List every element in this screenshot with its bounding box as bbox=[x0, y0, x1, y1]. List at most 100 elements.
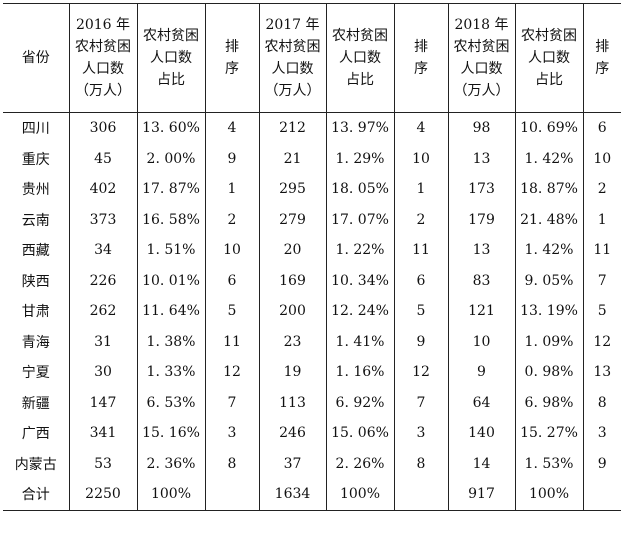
table-row: 四川 306 13. 60% 4 212 13. 97% 4 98 10. 69% 6 bbox=[3, 112, 621, 144]
share-2018-cell: 13. 19% bbox=[514, 296, 584, 327]
share-2017-cell: 1. 41% bbox=[325, 326, 395, 357]
share-2018-cell: 6. 98% bbox=[514, 387, 584, 418]
rank-2017-cell bbox=[393, 479, 449, 511]
share-2017-cell: 12. 24% bbox=[325, 296, 395, 327]
header-2016-share: 农村贫困 人口数 占比 bbox=[136, 3, 206, 113]
rank-2018-cell bbox=[582, 479, 621, 511]
province-cell: 广西 bbox=[3, 418, 70, 449]
rank-2018-cell: 1 bbox=[582, 204, 621, 235]
rank-2018-cell: 6 bbox=[582, 112, 621, 144]
table-row: 云南 373 16. 58% 2 279 17. 07% 2 179 21. 48% 1 bbox=[3, 204, 621, 235]
share-2018-cell: 9. 05% bbox=[514, 265, 584, 296]
share-2017-cell: 1. 16% bbox=[325, 357, 395, 388]
share-2016-cell: 1. 33% bbox=[136, 357, 206, 388]
poverty-population-table: 省份 2016 年 农村贫困 人口数 （万人） 农村贫困 人口数 占比 排 序 … bbox=[3, 3, 621, 511]
header-2017-share: 农村贫困 人口数 占比 bbox=[325, 3, 395, 113]
count-2018-cell: 98 bbox=[447, 112, 516, 144]
province-cell: 重庆 bbox=[3, 143, 70, 174]
share-2018-cell: 1. 09% bbox=[514, 326, 584, 357]
count-2017-cell: 23 bbox=[258, 326, 327, 357]
share-2018-cell: 1. 42% bbox=[514, 235, 584, 266]
count-2018-cell: 14 bbox=[447, 448, 516, 479]
count-2017-cell: 212 bbox=[258, 112, 327, 144]
rank-2017-cell: 1 bbox=[393, 174, 449, 205]
table-row: 重庆 45 2. 00% 9 21 1. 29% 10 13 1. 42% 10 bbox=[3, 143, 621, 174]
share-2017-cell: 2. 26% bbox=[325, 448, 395, 479]
count-2018-cell: 179 bbox=[447, 204, 516, 235]
rank-2018-cell: 12 bbox=[582, 326, 621, 357]
header-2017-count: 2017 年 农村贫困 人口数 （万人） bbox=[258, 3, 327, 113]
rank-2017-cell: 8 bbox=[393, 448, 449, 479]
province-cell: 云南 bbox=[3, 204, 70, 235]
share-2016-cell: 13. 60% bbox=[136, 112, 206, 144]
count-2018-cell: 13 bbox=[447, 143, 516, 174]
share-2018-cell: 1. 53% bbox=[514, 448, 584, 479]
rank-2018-cell: 13 bbox=[582, 357, 621, 388]
province-cell: 贵州 bbox=[3, 174, 70, 205]
count-2016-cell: 147 bbox=[68, 387, 138, 418]
table-row: 陕西 226 10. 01% 6 169 10. 34% 6 83 9. 05% 7 bbox=[3, 265, 621, 296]
share-2018-cell: 21. 48% bbox=[514, 204, 584, 235]
header-2018-count: 2018 年 农村贫困 人口数 （万人） bbox=[447, 3, 516, 113]
share-2016-cell: 2. 36% bbox=[136, 448, 206, 479]
table-body: 四川 306 13. 60% 4 212 13. 97% 4 98 10. 69% 6 重庆 45 2.… bbox=[3, 112, 621, 511]
share-2016-cell: 16. 58% bbox=[136, 204, 206, 235]
count-2017-cell: 37 bbox=[258, 448, 327, 479]
count-2016-cell: 53 bbox=[68, 448, 138, 479]
count-2018-cell: 10 bbox=[447, 326, 516, 357]
rank-2016-cell: 11 bbox=[204, 326, 260, 357]
count-2017-cell: 21 bbox=[258, 143, 327, 174]
rank-2017-cell: 11 bbox=[393, 235, 449, 266]
rank-2016-cell: 1 bbox=[204, 174, 260, 205]
rank-2016-cell bbox=[204, 479, 260, 511]
rank-2017-cell: 12 bbox=[393, 357, 449, 388]
header-2017-rank: 排 序 bbox=[393, 3, 449, 113]
rank-2016-cell: 7 bbox=[204, 387, 260, 418]
share-2016-cell: 2. 00% bbox=[136, 143, 206, 174]
header-2018-rank: 排 序 bbox=[582, 3, 621, 113]
rank-2016-cell: 3 bbox=[204, 418, 260, 449]
count-2017-cell: 1634 bbox=[258, 479, 327, 511]
table-row: 西藏 34 1. 51% 10 20 1. 22% 11 13 1. 42% 11 bbox=[3, 235, 621, 266]
count-2018-cell: 9 bbox=[447, 357, 516, 388]
count-2016-cell: 2250 bbox=[68, 479, 138, 511]
count-2017-cell: 19 bbox=[258, 357, 327, 388]
share-2016-cell: 1. 38% bbox=[136, 326, 206, 357]
rank-2018-cell: 3 bbox=[582, 418, 621, 449]
province-cell: 内蒙古 bbox=[3, 448, 70, 479]
count-2018-cell: 140 bbox=[447, 418, 516, 449]
province-cell: 甘肃 bbox=[3, 296, 70, 327]
rank-2017-cell: 7 bbox=[393, 387, 449, 418]
rank-2018-cell: 8 bbox=[582, 387, 621, 418]
rank-2016-cell: 10 bbox=[204, 235, 260, 266]
rank-2016-cell: 8 bbox=[204, 448, 260, 479]
rank-2016-cell: 6 bbox=[204, 265, 260, 296]
rank-2018-cell: 11 bbox=[582, 235, 621, 266]
share-2017-cell: 15. 06% bbox=[325, 418, 395, 449]
rank-2018-cell: 5 bbox=[582, 296, 621, 327]
count-2016-cell: 341 bbox=[68, 418, 138, 449]
share-2017-cell: 6. 92% bbox=[325, 387, 395, 418]
share-2016-cell: 100% bbox=[136, 479, 206, 511]
table-row: 甘肃 262 11. 64% 5 200 12. 24% 5 121 13. 19% 5 bbox=[3, 296, 621, 327]
share-2016-cell: 6. 53% bbox=[136, 387, 206, 418]
count-2018-cell: 173 bbox=[447, 174, 516, 205]
rank-2017-cell: 10 bbox=[393, 143, 449, 174]
header-province: 省份 bbox=[3, 3, 70, 113]
rank-2018-cell: 7 bbox=[582, 265, 621, 296]
count-2017-cell: 279 bbox=[258, 204, 327, 235]
count-2018-cell: 121 bbox=[447, 296, 516, 327]
share-2018-cell: 100% bbox=[514, 479, 584, 511]
count-2016-cell: 31 bbox=[68, 326, 138, 357]
province-cell: 四川 bbox=[3, 112, 70, 144]
count-2018-cell: 917 bbox=[447, 479, 516, 511]
province-cell: 新疆 bbox=[3, 387, 70, 418]
province-cell: 陕西 bbox=[3, 265, 70, 296]
table-row: 新疆 147 6. 53% 7 113 6. 92% 7 64 6. 98% 8 bbox=[3, 387, 621, 418]
count-2017-cell: 246 bbox=[258, 418, 327, 449]
share-2016-cell: 17. 87% bbox=[136, 174, 206, 205]
rank-2016-cell: 9 bbox=[204, 143, 260, 174]
count-2017-cell: 20 bbox=[258, 235, 327, 266]
count-2017-cell: 200 bbox=[258, 296, 327, 327]
province-cell: 青海 bbox=[3, 326, 70, 357]
